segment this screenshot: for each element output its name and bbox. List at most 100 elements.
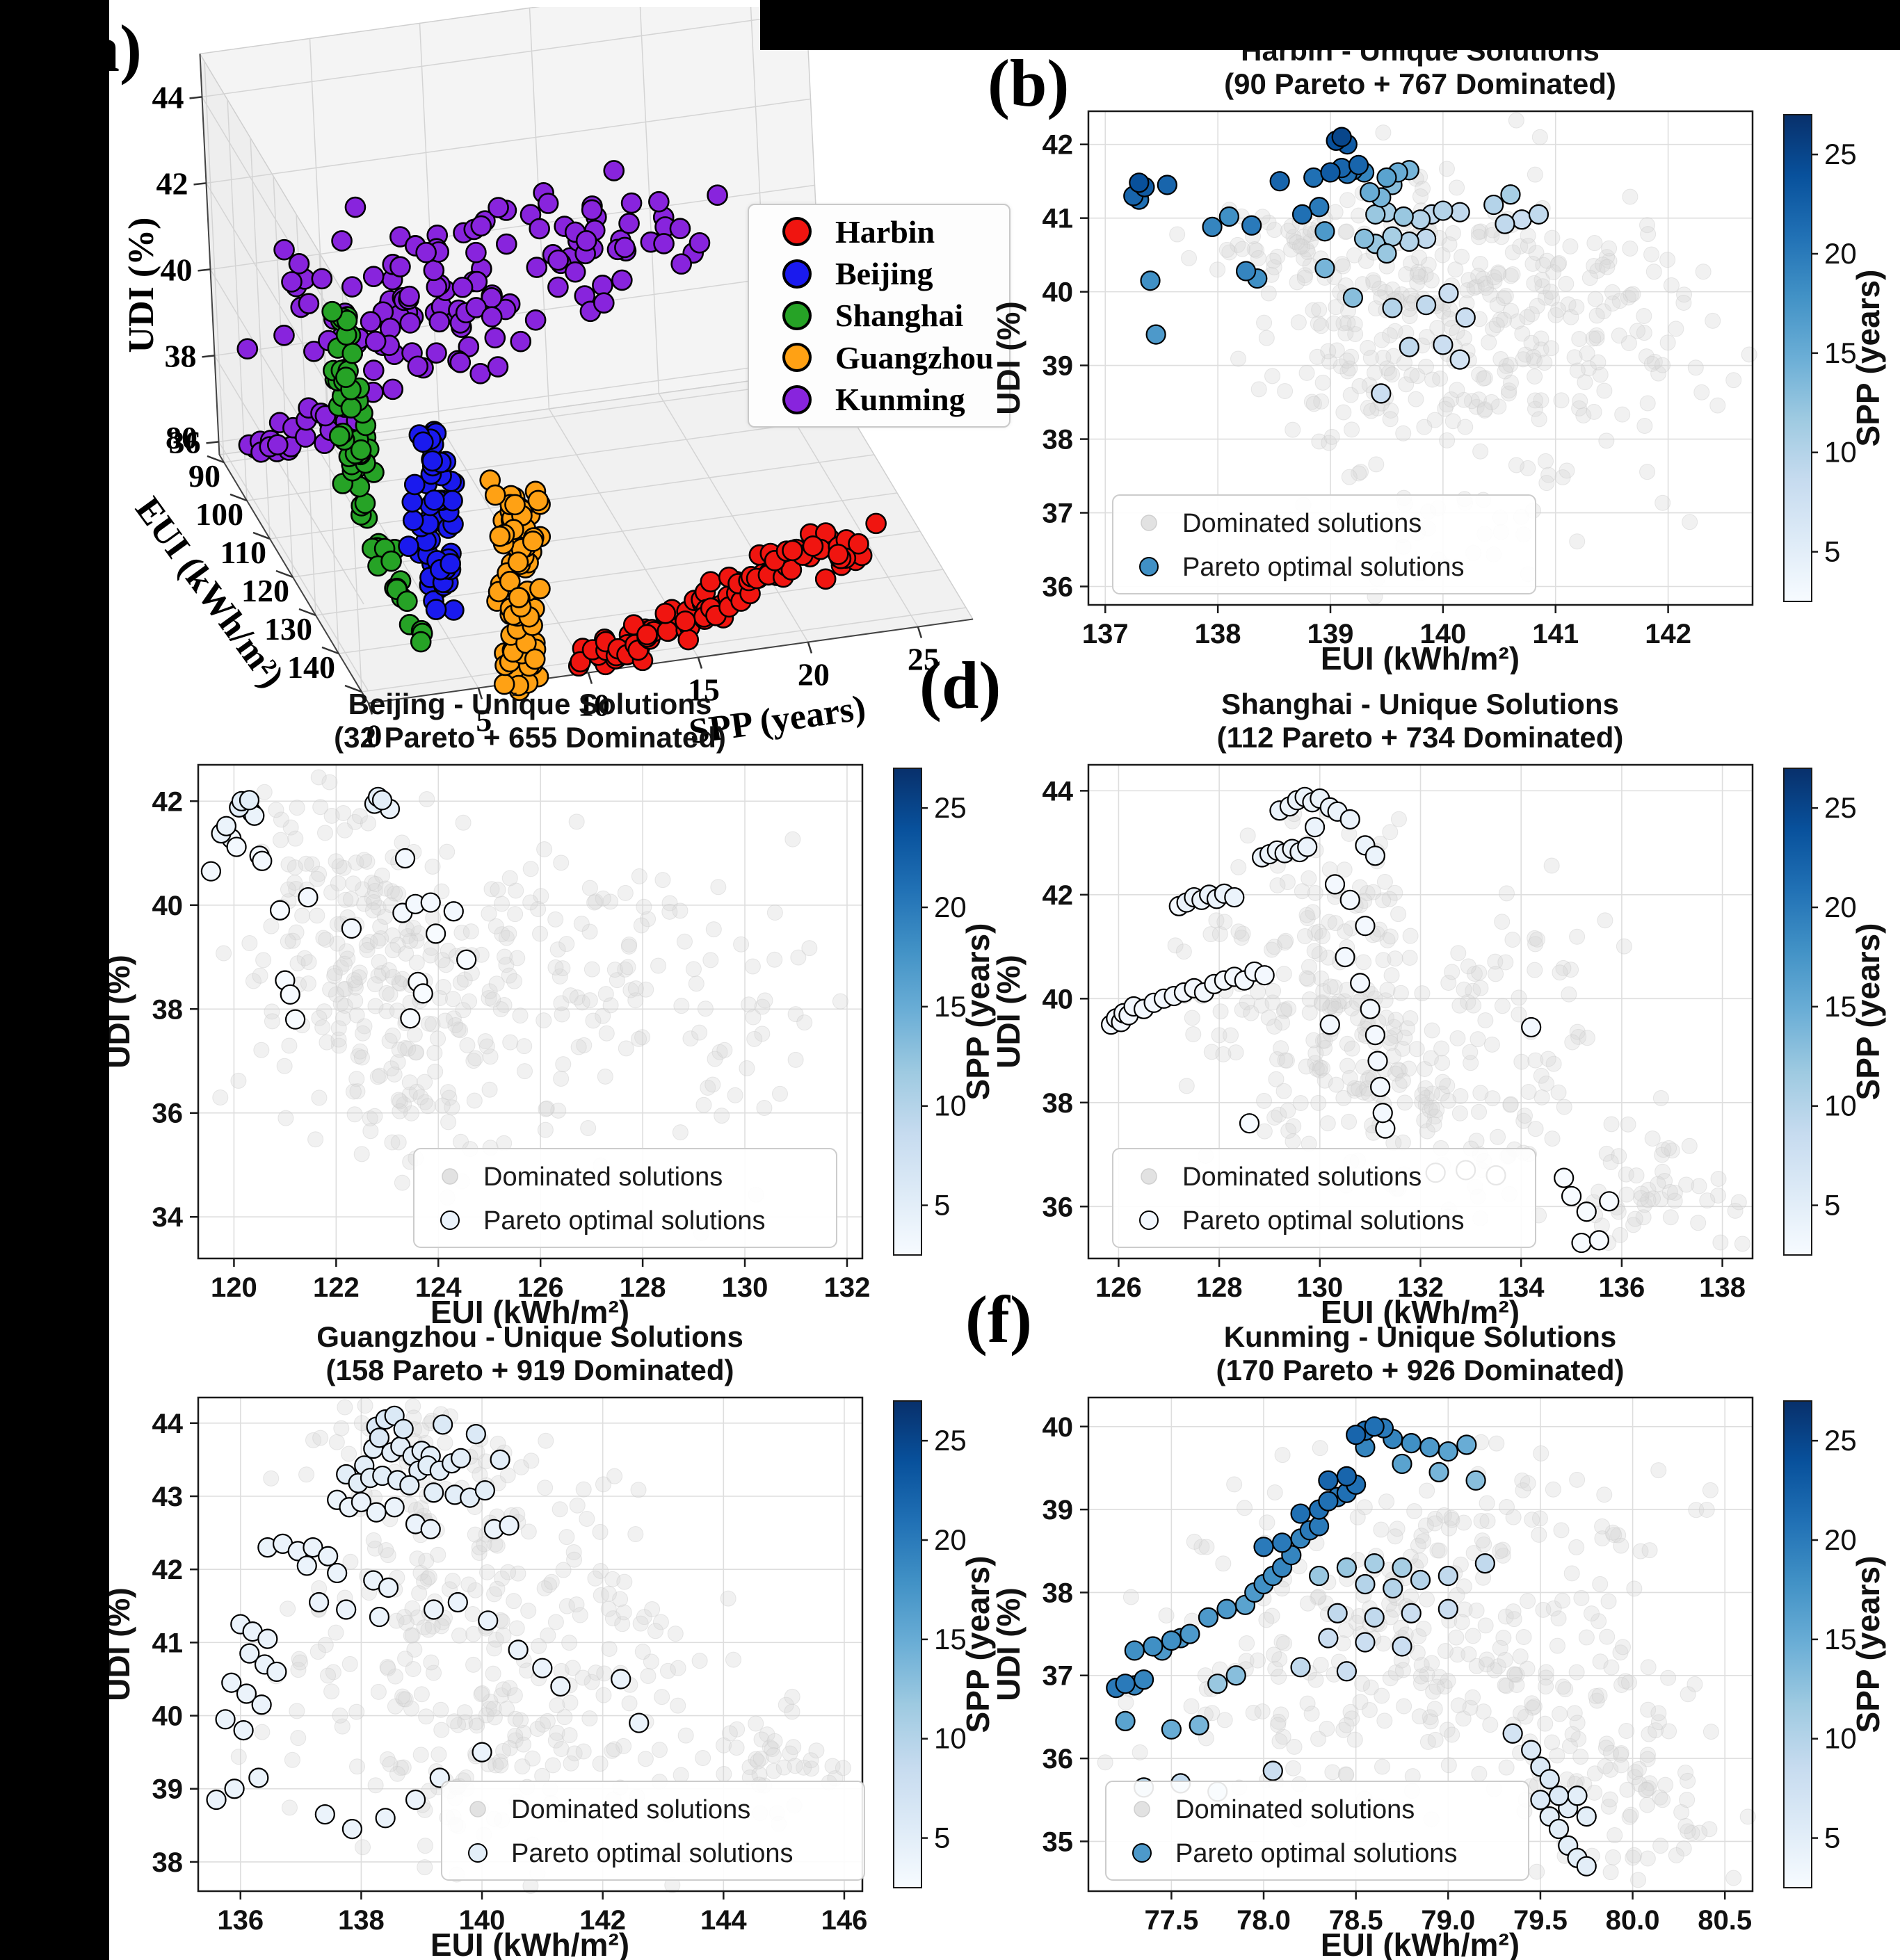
svg-text:42: 42 [152,786,184,817]
svg-text:40: 40 [152,1701,184,1732]
svg-text:37: 37 [1042,499,1074,529]
panel-guangzhou-subtitle: (158 Pareto + 919 Dominated) [325,1354,734,1386]
svg-text:39: 39 [1042,351,1074,382]
svg-text:138: 138 [1699,1272,1746,1303]
svg-text:10: 10 [578,688,610,723]
svg-text:122: 122 [313,1272,360,1303]
svg-text:140: 140 [287,649,335,685]
svg-text:15: 15 [934,990,967,1023]
svg-text:39: 39 [1042,1495,1074,1525]
svg-text:25: 25 [908,642,940,677]
panel-guangzhou-title: Guangzhou - Unique Solutions [316,1320,743,1353]
svg-text:10: 10 [1824,436,1857,469]
svg-text:132: 132 [1397,1272,1444,1303]
svg-text:136: 136 [217,1905,264,1936]
shanghai-swatch-icon [782,300,812,330]
svg-text:5: 5 [1824,535,1840,568]
panel-beijing-xlabel: EUI (kWh/m²) [430,1294,629,1328]
black-bar-top [760,0,1900,50]
svg-text:136: 136 [1599,1272,1645,1303]
panel-guangzhou-xlabel: EUI (kWh/m²) [430,1927,629,1960]
panel-shanghai-ylabel: UDI (%) [995,955,1027,1069]
svg-text:20: 20 [1824,1523,1857,1556]
panel-harbin-subtitle: (90 Pareto + 767 Dominated) [1224,67,1616,100]
svg-text:130: 130 [722,1272,768,1303]
svg-text:5: 5 [1824,1822,1840,1854]
svg-text:132: 132 [824,1272,871,1303]
panel-kunming-colorbar-label: SPP (years) [1850,1556,1886,1733]
svg-text:5: 5 [476,703,492,738]
svg-text:140: 140 [459,1905,506,1936]
svg-text:80: 80 [166,420,198,455]
svg-text:120: 120 [211,1272,257,1303]
svg-text:Pareto optimal solutions: Pareto optimal solutions [483,1206,766,1236]
subfigure-label-b: (b) [988,46,1070,120]
kunming-swatch-icon [782,384,812,414]
svg-text:15: 15 [934,1623,967,1655]
legend-item-beijing: Beijing [749,255,1009,292]
svg-text:142: 142 [1645,619,1691,649]
svg-text:Pareto optimal solutions: Pareto optimal solutions [1182,1206,1465,1236]
subfigure-label-d: (d) [919,648,1001,722]
svg-text:128: 128 [620,1272,666,1303]
svg-text:20: 20 [1824,237,1857,270]
svg-text:80.0: 80.0 [1606,1905,1660,1936]
svg-text:5: 5 [934,1189,950,1222]
panel-3d-legend: Harbin Beijing Shanghai Guangzhou Kunmin… [748,204,1011,428]
panel-guangzhou: 136 138 140 142 144 146 38 39 40 41 42 43 44 Dominate… [104,1311,1008,1960]
svg-text:44: 44 [152,1409,184,1439]
svg-text:79.0: 79.0 [1421,1905,1475,1936]
svg-text:128: 128 [1196,1272,1243,1303]
legend-item-kunming: Kunming [749,381,1009,418]
panel-shanghai-subtitle: (112 Pareto + 734 Dominated) [1217,721,1624,754]
svg-text:139: 139 [1307,619,1354,649]
svg-text:36: 36 [1042,1192,1074,1222]
svg-text:15: 15 [1824,337,1857,369]
svg-text:126: 126 [517,1272,564,1303]
svg-text:Pareto optimal solutions: Pareto optimal solutions [1175,1839,1458,1868]
guangzhou-swatch-icon [782,343,812,373]
svg-text:130: 130 [264,611,312,647]
svg-text:Dominated solutions: Dominated solutions [1182,1163,1422,1192]
svg-text:42: 42 [1042,880,1074,911]
svg-text:138: 138 [1195,619,1241,649]
svg-text:36: 36 [152,1099,184,1129]
svg-text:25: 25 [1824,138,1857,170]
svg-text:35: 35 [1042,1827,1074,1857]
svg-text:40: 40 [1042,277,1074,308]
panel-kunming: 77.5 78.0 78.5 79.0 79.5 80.0 80.5 35 36 37 38 39 40… [995,1311,1899,1960]
svg-text:40: 40 [152,891,184,921]
svg-text:80.5: 80.5 [1698,1905,1752,1936]
svg-text:15: 15 [1824,990,1857,1023]
svg-text:120: 120 [241,573,289,608]
svg-text:40: 40 [161,252,193,287]
svg-text:130: 130 [1296,1272,1343,1303]
svg-text:20: 20 [934,1523,967,1556]
panel-beijing-colorbar-label: SPP (years) [960,923,996,1101]
svg-text:134: 134 [1498,1272,1545,1303]
panel-shanghai-colorbar-label: SPP (years) [1850,923,1886,1101]
svg-text:146: 146 [821,1905,868,1936]
svg-text:5: 5 [1824,1189,1840,1222]
svg-text:36: 36 [1042,1744,1074,1774]
svg-text:42: 42 [152,1555,184,1585]
svg-text:138: 138 [338,1905,385,1936]
svg-text:25: 25 [1824,791,1857,824]
svg-text:41: 41 [152,1628,184,1658]
svg-text:144: 144 [700,1905,747,1936]
svg-text:110: 110 [220,535,266,570]
panel-beijing: 120 122 124 126 128 130 132 34 36 38 40 42 Dominated… [104,678,1008,1328]
svg-text:126: 126 [1095,1272,1142,1303]
svg-text:141: 141 [1532,619,1579,649]
panel-harbin-colorbar-label: SPP (years) [1850,270,1886,447]
svg-text:38: 38 [152,1847,184,1878]
svg-text:124: 124 [415,1272,462,1303]
subfigure-label-f: (f) [965,1282,1032,1356]
svg-text:10: 10 [934,1722,967,1755]
svg-text:20: 20 [934,891,967,923]
svg-text:100: 100 [195,496,243,532]
panel-3d-scatter: 0 5 10 15 20 2580901001101201301403638404244 … [122,7,974,754]
panel-3d-zlabel: UDI (%) [122,218,161,353]
